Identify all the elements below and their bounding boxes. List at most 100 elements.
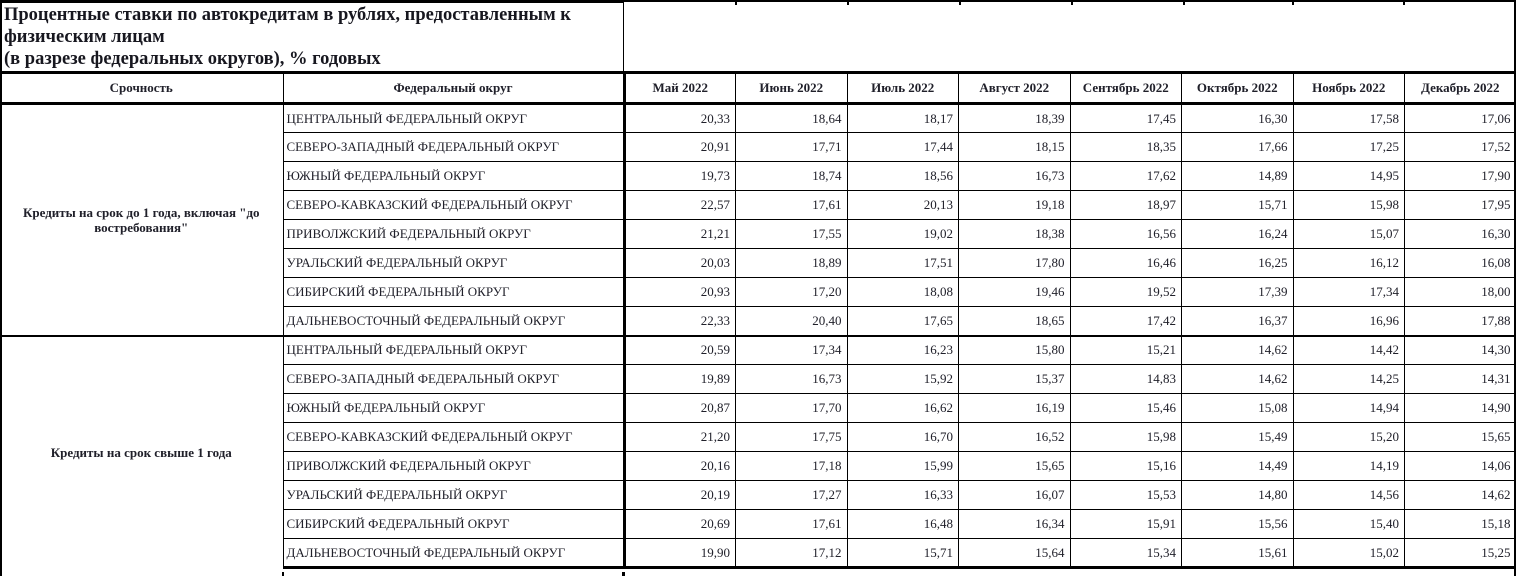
rate-value-cell: 17,95 (1404, 190, 1516, 220)
table-right-border (1514, 0, 1516, 576)
table-row: ЮЖНЫЙ ФЕДЕРАЛЬНЫЙ ОКРУГ 20,87 17,70 16,62 16… (0, 393, 1516, 423)
rate-value-cell: 16,23 (846, 334, 959, 365)
rate-value-cell: 17,90 (1404, 161, 1516, 191)
cropped-column-border-tick (847, 0, 849, 5)
report-title-line: Процентные ставки по автокредитам в рубл… (4, 5, 571, 25)
district-name-cell: ПРИВОЛЖСКИЙ ФЕДЕРАЛЬНЫЙ ОКРУГ (282, 219, 626, 249)
rate-value-cell: 15,46 (1069, 393, 1182, 423)
rate-value-cell: 15,40 (1292, 509, 1405, 539)
rate-value-cell: 15,49 (1181, 422, 1294, 452)
district-name-cell: УРАЛЬСКИЙ ФЕДЕРАЛЬНЫЙ ОКРУГ (282, 248, 626, 278)
rate-value-cell: 18,08 (846, 277, 959, 307)
rate-value-cell: 14,80 (1181, 480, 1294, 510)
column-header-month: Ноябрь 2022 (1292, 71, 1405, 105)
district-name-cell: ЮЖНЫЙ ФЕДЕРАЛЬНЫЙ ОКРУГ (282, 393, 626, 423)
rate-value-cell: 21,21 (623, 219, 736, 249)
rate-value-cell: 14,06 (1404, 451, 1516, 481)
rate-value-cell: 15,65 (958, 451, 1071, 481)
rate-value-cell: 14,31 (1404, 364, 1516, 394)
column-header-month: Декабрь 2022 (1404, 71, 1516, 105)
column-header-month: Июнь 2022 (735, 71, 848, 105)
rate-value-cell: 16,62 (846, 393, 959, 423)
rate-value-cell: 15,21 (1069, 334, 1182, 365)
district-name-cell: ПРИВОЛЖСКИЙ ФЕДЕРАЛЬНЫЙ ОКРУГ (282, 451, 626, 481)
rate-value-cell: 19,02 (846, 219, 959, 249)
rate-value-cell: 14,90 (1404, 393, 1516, 423)
rate-value-cell: 17,51 (846, 248, 959, 278)
table-row: СЕВЕРО-КАВКАЗСКИЙ ФЕДЕРАЛЬНЫЙ ОКРУГ 21,20… (0, 422, 1516, 452)
rate-value-cell: 17,61 (735, 509, 848, 539)
rate-value-cell: 17,34 (735, 334, 848, 365)
rate-value-cell: 18,64 (735, 103, 848, 133)
rate-value-cell: 16,08 (1404, 248, 1516, 278)
rate-value-cell: 16,12 (1292, 248, 1405, 278)
rate-value-cell: 20,19 (623, 480, 736, 510)
rate-value-cell: 17,70 (735, 393, 848, 423)
rate-value-cell: 15,80 (958, 334, 1071, 365)
rate-value-cell: 14,56 (1292, 480, 1405, 510)
report-title-line: физическим лицам (4, 27, 165, 47)
district-name-cell: ЦЕНТРАЛЬНЫЙ ФЕДЕРАЛЬНЫЙ ОКРУГ (282, 334, 626, 365)
rate-value-cell: 17,55 (735, 219, 848, 249)
rate-value-cell: 15,64 (958, 538, 1071, 569)
cropped-column-border-tick (282, 572, 284, 576)
rate-value-cell: 15,92 (846, 364, 959, 394)
table-header: Срочность Федеральный округ Май 2022 Июн… (0, 71, 1516, 105)
rate-value-cell: 16,25 (1181, 248, 1294, 278)
rate-value-cell: 18,38 (958, 219, 1071, 249)
rate-value-cell: 17,25 (1292, 132, 1405, 162)
rate-value-cell: 15,16 (1069, 451, 1182, 481)
rate-value-cell: 14,62 (1404, 480, 1516, 510)
rate-value-cell: 15,56 (1181, 509, 1294, 539)
rate-value-cell: 20,16 (623, 451, 736, 481)
rate-value-cell: 16,24 (1181, 219, 1294, 249)
column-header-month: Июль 2022 (846, 71, 959, 105)
rate-value-cell: 14,42 (1292, 334, 1405, 365)
rate-value-cell: 18,00 (1404, 277, 1516, 307)
rate-value-cell: 17,66 (1181, 132, 1294, 162)
district-name-cell: СЕВЕРО-ЗАПАДНЫЙ ФЕДЕРАЛЬНЫЙ ОКРУГ (282, 364, 626, 394)
district-name-cell: СЕВЕРО-КАВКАЗСКИЙ ФЕДЕРАЛЬНЫЙ ОКРУГ (282, 190, 626, 220)
rate-value-cell: 18,56 (846, 161, 959, 191)
rate-value-cell: 15,65 (1404, 422, 1516, 452)
rate-value-cell: 14,94 (1292, 393, 1405, 423)
district-name-cell: ДАЛЬНЕВОСТОЧНЫЙ ФЕДЕРАЛЬНЫЙ ОКРУГ (282, 538, 626, 569)
rate-value-cell: 15,37 (958, 364, 1071, 394)
rate-value-cell: 19,18 (958, 190, 1071, 220)
rate-value-cell: 17,27 (735, 480, 848, 510)
rate-value-cell: 19,89 (623, 364, 736, 394)
rate-value-cell: 20,33 (623, 103, 736, 133)
rate-value-cell: 14,62 (1181, 334, 1294, 365)
table-row: ЮЖНЫЙ ФЕДЕРАЛЬНЫЙ ОКРУГ 19,73 18,74 18,56 16… (0, 161, 1516, 191)
report-title-line: (в разрезе федеральных округов), % годов… (4, 49, 381, 69)
cropped-column-border-tick (959, 0, 961, 5)
district-name-cell: УРАЛЬСКИЙ ФЕДЕРАЛЬНЫЙ ОКРУГ (282, 480, 626, 510)
rate-value-cell: 17,39 (1181, 277, 1294, 307)
rate-value-cell: 16,37 (1181, 306, 1294, 336)
rate-value-cell: 17,18 (735, 451, 848, 481)
rate-value-cell: 20,91 (623, 132, 736, 162)
rate-value-cell: 19,52 (1069, 277, 1182, 307)
rate-value-cell: 20,69 (623, 509, 736, 539)
rate-value-cell: 17,20 (735, 277, 848, 307)
rate-value-cell: 17,52 (1404, 132, 1516, 162)
rate-value-cell: 16,73 (735, 364, 848, 394)
rate-value-cell: 20,59 (623, 334, 736, 365)
rate-value-cell: 17,65 (846, 306, 959, 336)
rate-value-cell: 18,97 (1069, 190, 1182, 220)
cropped-column-border-tick (1292, 0, 1294, 5)
rate-value-cell: 15,98 (1292, 190, 1405, 220)
rate-value-cell: 16,56 (1069, 219, 1182, 249)
district-name-cell: СИБИРСКИЙ ФЕДЕРАЛЬНЫЙ ОКРУГ (282, 509, 626, 539)
rate-value-cell: 17,45 (1069, 103, 1182, 133)
rate-value-cell: 14,19 (1292, 451, 1405, 481)
table-row: СИБИРСКИЙ ФЕДЕРАЛЬНЫЙ ОКРУГ 20,93 17,20 18,… (0, 277, 1516, 307)
rate-value-cell: 15,34 (1069, 538, 1182, 569)
cropped-top-border (624, 0, 1516, 2)
rate-value-cell: 17,80 (958, 248, 1071, 278)
district-name-cell: СЕВЕРО-ЗАПАДНЫЙ ФЕДЕРАЛЬНЫЙ ОКРУГ (282, 132, 626, 162)
rate-value-cell: 17,42 (1069, 306, 1182, 336)
table-row: СИБИРСКИЙ ФЕДЕРАЛЬНЫЙ ОКРУГ 20,69 17,61 16,… (0, 509, 1516, 539)
district-name-cell: ЦЕНТРАЛЬНЫЙ ФЕДЕРАЛЬНЫЙ ОКРУГ (282, 103, 626, 133)
rate-value-cell: 18,65 (958, 306, 1071, 336)
